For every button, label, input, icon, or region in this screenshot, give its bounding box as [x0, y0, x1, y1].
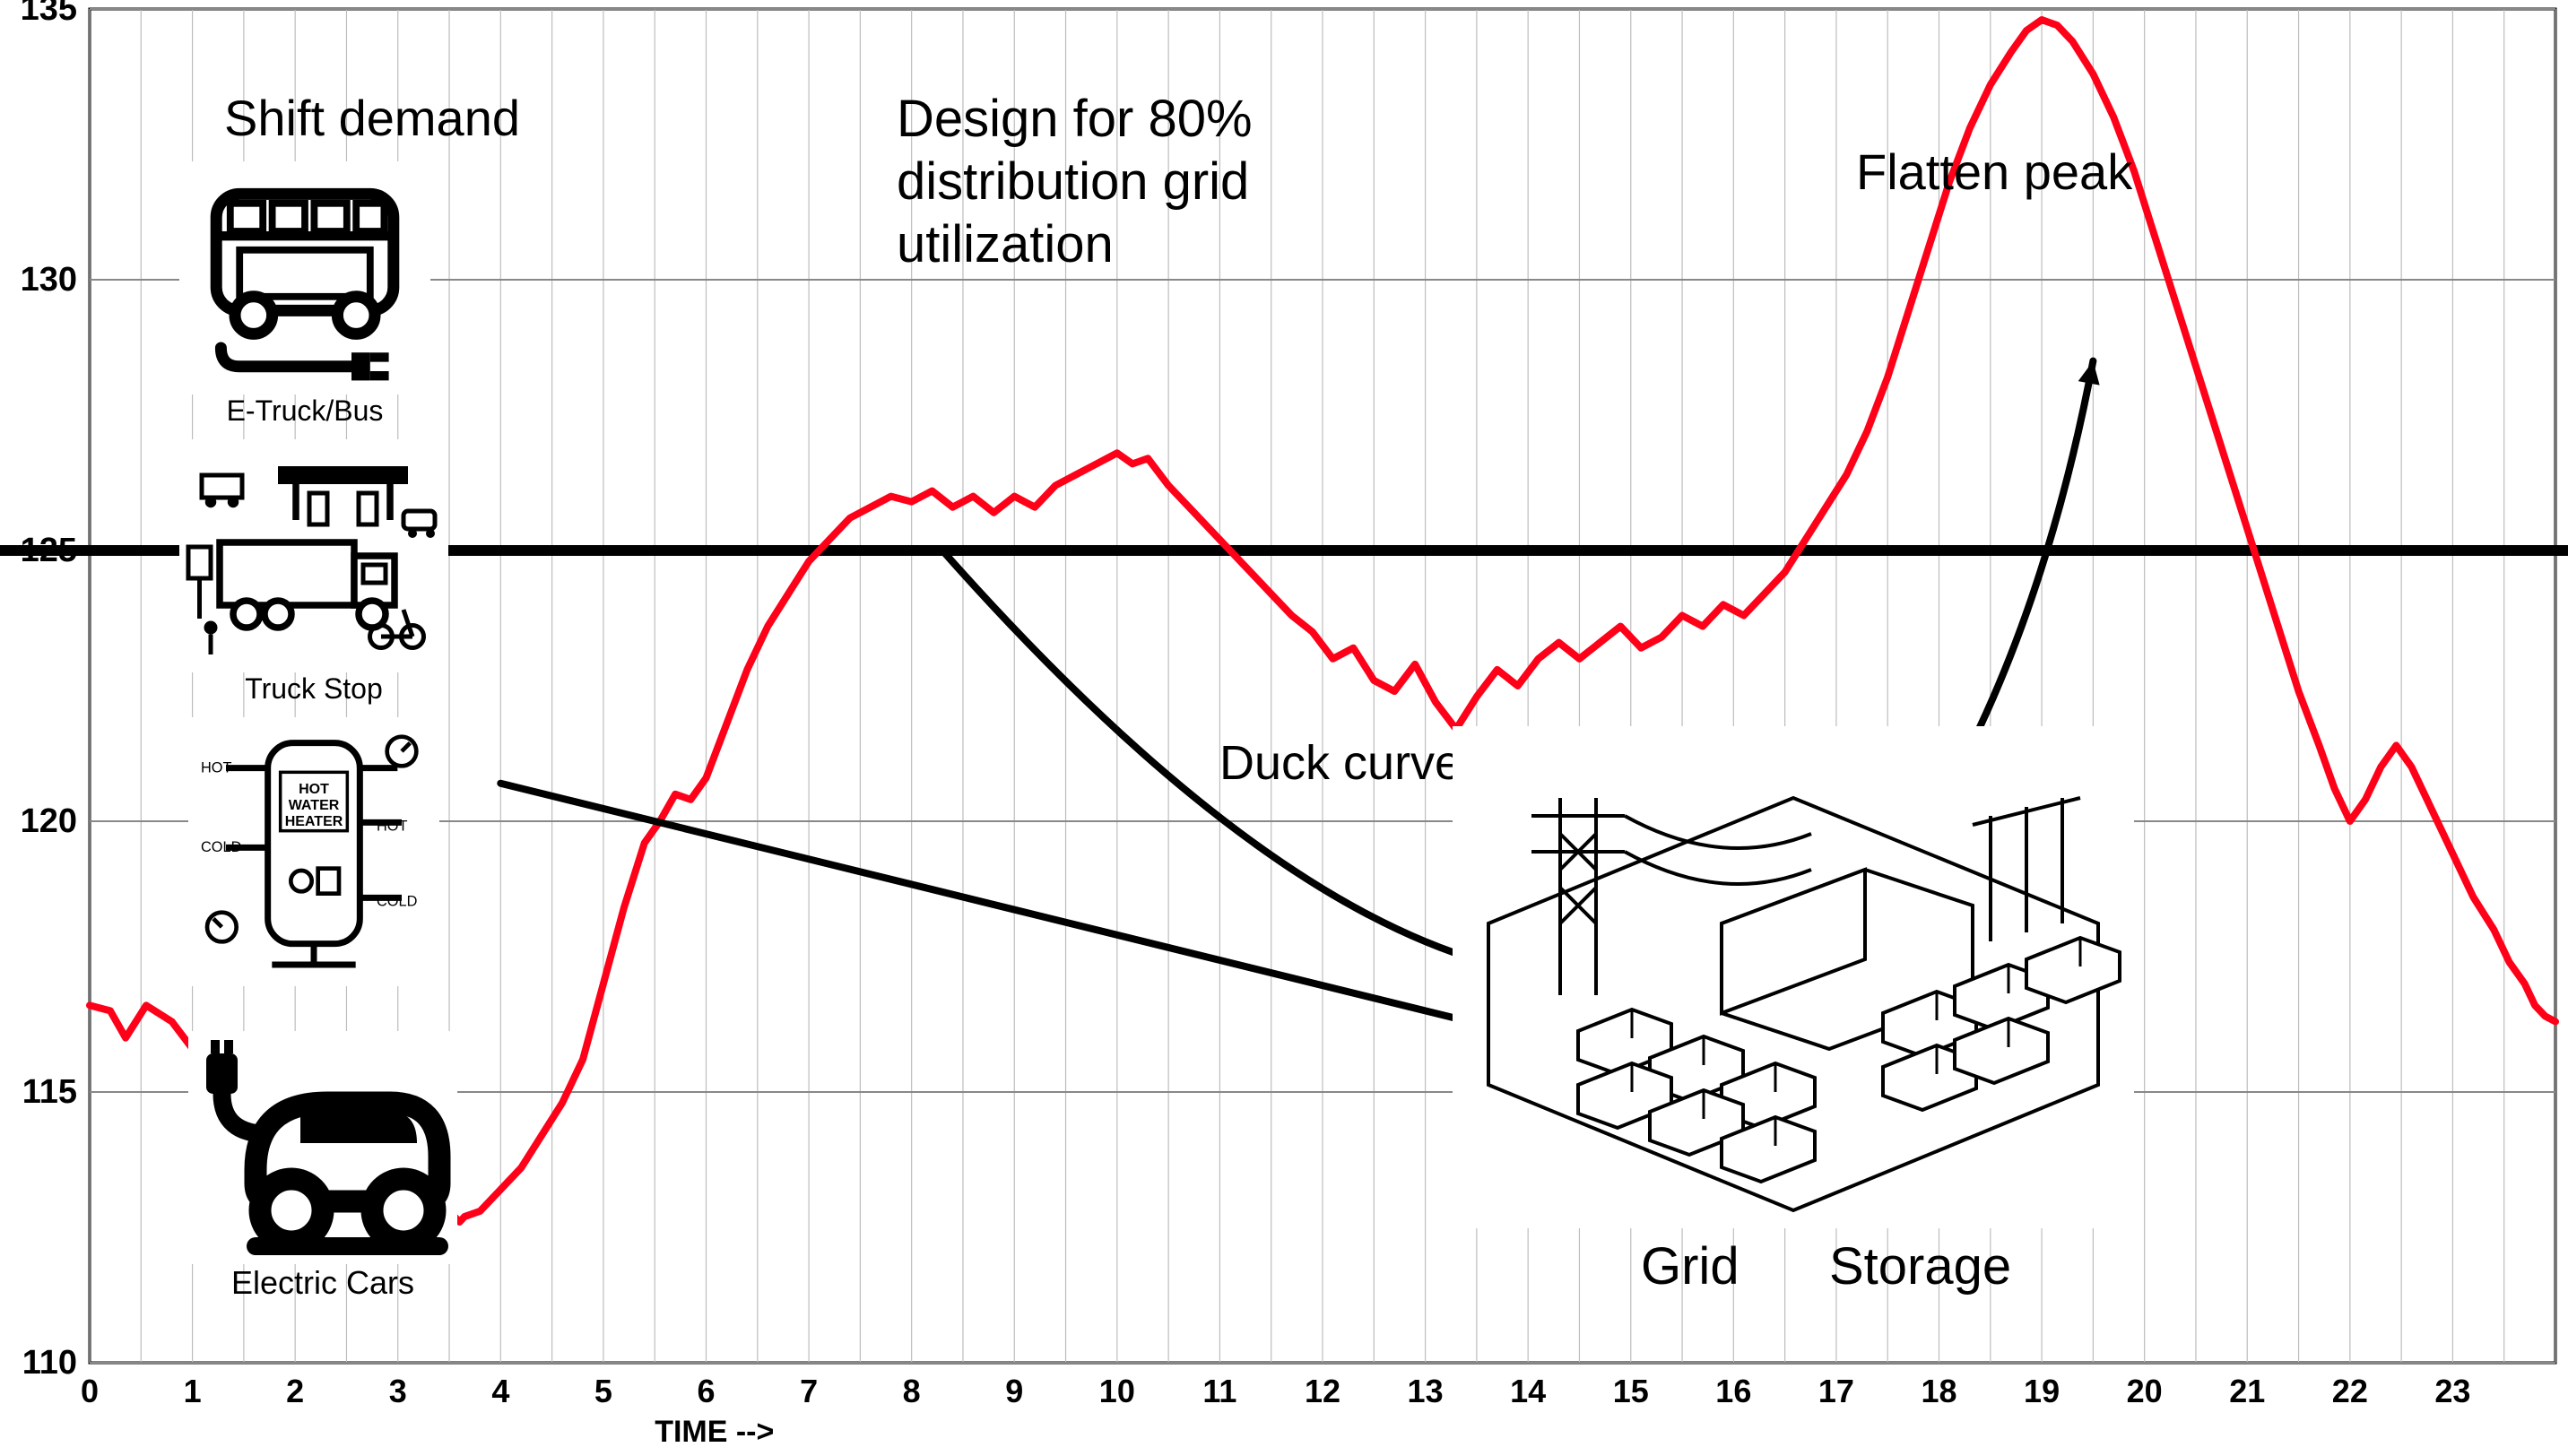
svg-text:HOT: HOT — [377, 819, 407, 835]
svg-text:6: 6 — [697, 1373, 715, 1409]
label-duck-curve: Duck curve — [1219, 735, 1462, 791]
svg-text:HOT: HOT — [201, 759, 231, 776]
svg-text:7: 7 — [800, 1373, 818, 1409]
svg-text:23: 23 — [2434, 1373, 2470, 1409]
label-storage: Storage — [1829, 1237, 2011, 1297]
svg-text:COLD: COLD — [377, 894, 418, 910]
duck-curve-chart: 1101151201251301350123456789101112131415… — [0, 0, 2568, 1456]
svg-text:1: 1 — [184, 1373, 202, 1409]
svg-text:13: 13 — [1408, 1373, 1444, 1409]
svg-text:0: 0 — [81, 1373, 99, 1409]
truckstop-caption: Truck Stop — [179, 672, 448, 706]
svg-text:21: 21 — [2229, 1373, 2265, 1409]
svg-text:COLD: COLD — [201, 839, 242, 855]
svg-text:110: 110 — [22, 1344, 77, 1382]
label-grid: Grid — [1641, 1237, 1739, 1297]
svg-text:12: 12 — [1305, 1373, 1340, 1409]
label-design-line2: distribution grid — [897, 152, 1249, 212]
svg-text:22: 22 — [2332, 1373, 2368, 1409]
label-flatten-peak: Flatten peak — [1856, 143, 2132, 201]
grid-storage-icon — [1453, 726, 2134, 1228]
svg-text:9: 9 — [1005, 1373, 1023, 1409]
svg-text:TIME -->: TIME --> — [655, 1415, 774, 1449]
svg-text:16: 16 — [1715, 1373, 1751, 1409]
ev-car-icon — [188, 1031, 457, 1264]
label-shift-demand: Shift demand — [224, 90, 520, 147]
label-design-line1: Design for 80% — [897, 90, 1253, 150]
svg-text:130: 130 — [21, 261, 77, 299]
svg-text:120: 120 — [21, 802, 77, 840]
svg-text:2: 2 — [286, 1373, 304, 1409]
svg-text:4: 4 — [491, 1373, 509, 1409]
svg-text:8: 8 — [903, 1373, 921, 1409]
ebus-icon — [179, 161, 430, 394]
svg-text:15: 15 — [1613, 1373, 1649, 1409]
label-design-line3: utilization — [897, 215, 1114, 275]
water-heater-icon: HOT COLD HOT COLD HOTWATERHEATER — [188, 717, 439, 986]
water-heater-label: HOTWATERHEATER — [285, 782, 343, 830]
svg-text:135: 135 — [21, 0, 77, 28]
svg-text:14: 14 — [1510, 1373, 1546, 1409]
svg-text:20: 20 — [2127, 1373, 2163, 1409]
svg-text:19: 19 — [2024, 1373, 2060, 1409]
svg-text:17: 17 — [1818, 1373, 1854, 1409]
ebus-caption: E-Truck/Bus — [179, 394, 430, 428]
svg-text:115: 115 — [22, 1073, 77, 1111]
svg-text:3: 3 — [389, 1373, 407, 1409]
svg-text:10: 10 — [1099, 1373, 1135, 1409]
svg-text:5: 5 — [594, 1373, 612, 1409]
svg-text:11: 11 — [1202, 1373, 1236, 1409]
truckstop-icon — [179, 439, 448, 672]
svg-text:18: 18 — [1921, 1373, 1956, 1409]
ev-car-caption: Electric Cars — [188, 1264, 457, 1302]
